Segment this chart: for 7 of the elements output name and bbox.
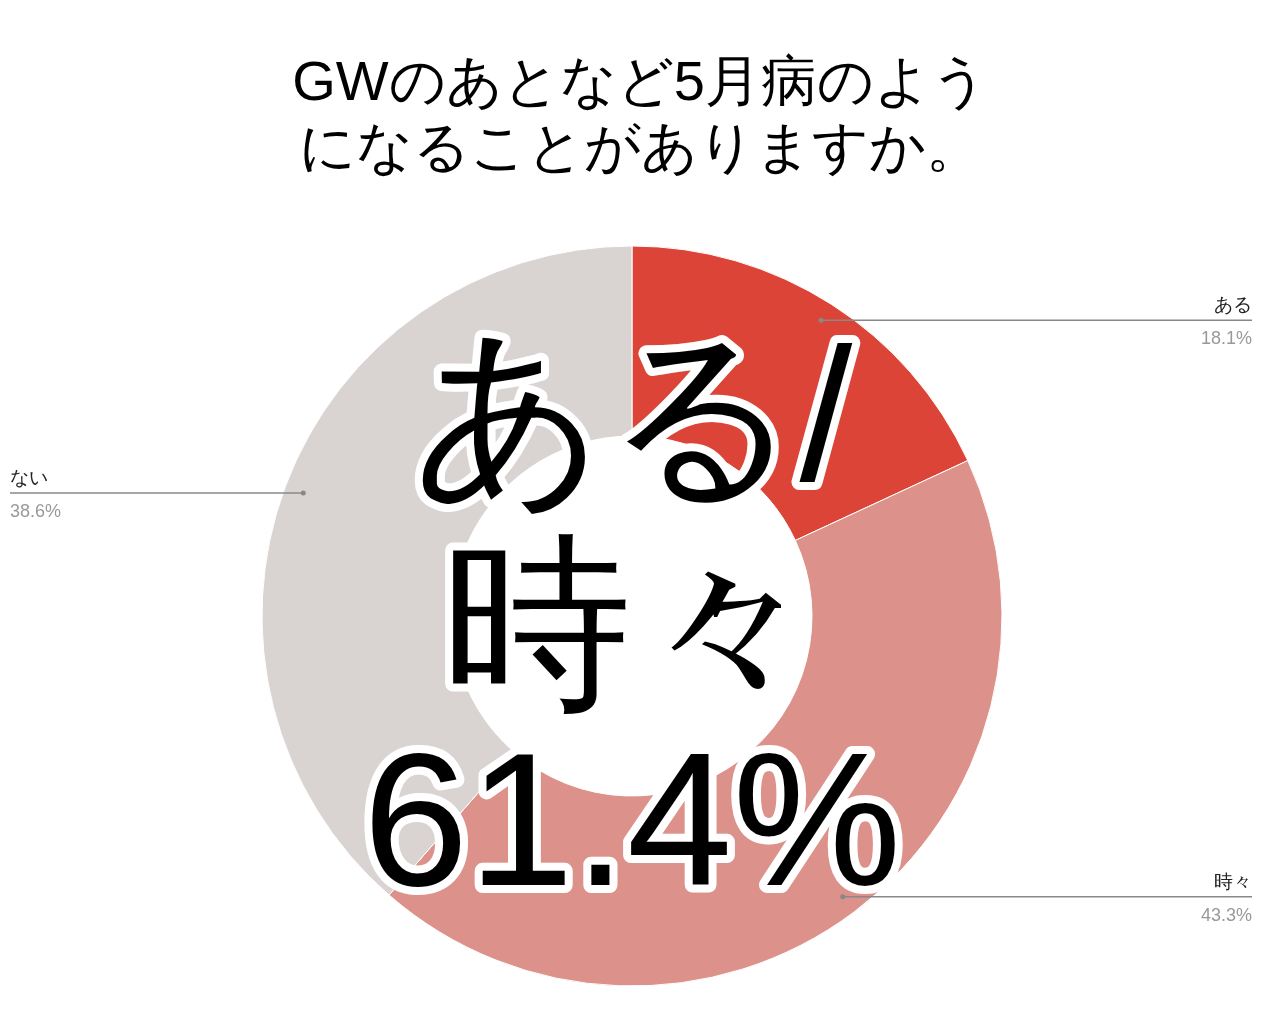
data-label: 43.3%: [1200, 904, 1252, 925]
data-label: 18.1%: [1200, 328, 1252, 349]
slice-label: 時々: [1214, 870, 1252, 892]
slice-label: ない: [10, 466, 48, 488]
chart-title: GWのあとなど5月病のようになることがありますか。: [292, 49, 988, 178]
data-label: 38.6%: [10, 500, 62, 521]
slice-label: ある: [1214, 294, 1252, 316]
